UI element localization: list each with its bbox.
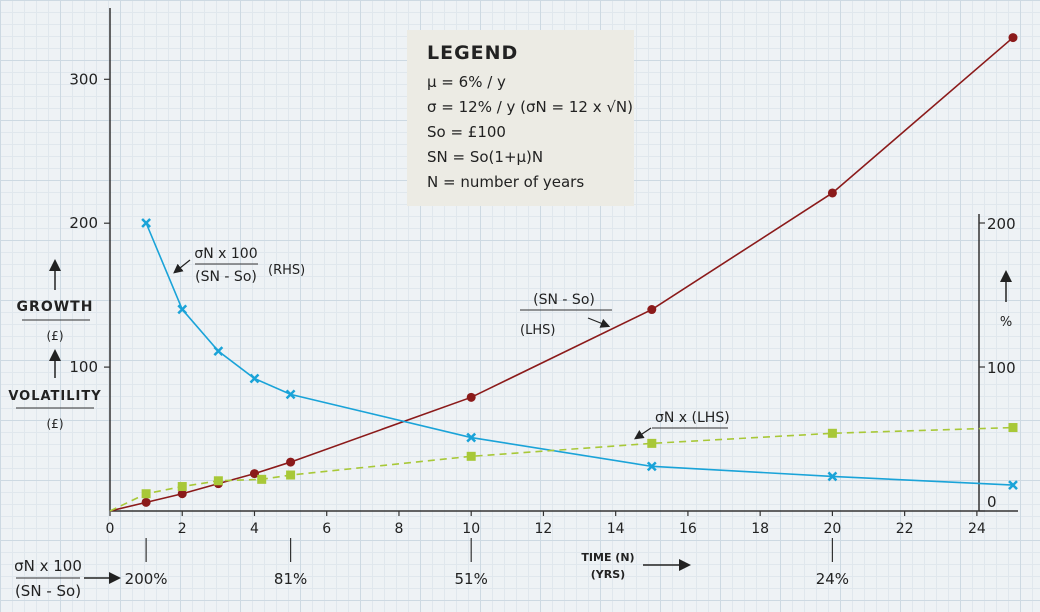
sigma-point [141, 489, 151, 499]
sigma-point [286, 470, 296, 480]
y-left-tick-label: 300 [69, 70, 98, 88]
bottom-label-top: σN x 100 [14, 557, 82, 575]
sigma-point [647, 438, 657, 448]
lhs-annotation-arrow [587, 317, 611, 328]
growth-point [177, 489, 187, 499]
y-left-tick-label: 100 [69, 358, 98, 376]
growth-point [827, 188, 837, 198]
time-axis-sublabel: (YRS) [591, 568, 625, 581]
bottom-row-value: 51% [455, 570, 488, 588]
bottom-row-value: 81% [274, 570, 307, 588]
rhs-annotation-bottom: (SN - So) [195, 269, 257, 285]
series-line-0 [109, 36, 1014, 512]
sigma-annotation-arrow [634, 427, 652, 440]
x-tick-label: 4 [250, 521, 259, 537]
x-tick-label: 12 [535, 521, 553, 537]
sigma-point [213, 476, 223, 486]
x-tick-label: 8 [394, 521, 403, 537]
x-tick-label: 22 [896, 521, 914, 537]
sigma-point [827, 428, 837, 438]
volatility-label: VOLATILITY [8, 389, 101, 404]
series-line-2 [109, 426, 1014, 512]
x-tick-label: 24 [968, 521, 986, 537]
y-left-tick-label: 200 [69, 214, 98, 232]
legend-s0: So = £100 [427, 123, 506, 141]
sigma-point [1008, 423, 1018, 433]
x-tick-label: 20 [823, 521, 841, 537]
y-right-tick-label: 0 [987, 493, 997, 511]
growth-point [141, 497, 151, 507]
volatility-unit: (£) [47, 417, 64, 431]
right-axis-label: % [1000, 315, 1012, 330]
growth-unit: (£) [47, 329, 64, 343]
left-axis-ticks: 100 200 300 [69, 70, 110, 376]
rhs-annotation-tag: (RHS) [268, 263, 305, 278]
growth-point [286, 457, 296, 467]
ratio-point [177, 304, 188, 315]
x-tick-label: 10 [462, 521, 480, 537]
sigma-annotation: σN x (LHS) [655, 410, 730, 426]
legend-title: LEGEND [427, 42, 519, 64]
lhs-annotation-top: (SN - So) [533, 292, 595, 308]
legend-mu: μ = 6% / y [427, 73, 506, 91]
bottom-row-value: 24% [816, 570, 849, 588]
ratio-point [646, 461, 657, 472]
growth-point [466, 392, 476, 402]
ratio-point [1008, 480, 1018, 490]
legend-sn: SN = So(1+μ)N [427, 148, 544, 166]
bottom-row-values: 200% 81% 51% 24% [125, 538, 849, 588]
ratio-point [141, 218, 152, 228]
time-axis-label: TIME (N) [581, 551, 634, 564]
right-axis-ticks: 0 100 200 [979, 215, 1016, 512]
x-tick-label: 6 [322, 521, 331, 537]
sigma-point [466, 451, 476, 461]
bottom-row-value: 200% [125, 570, 168, 588]
x-tick-label: 14 [607, 521, 625, 537]
x-tick-label: 2 [178, 521, 187, 537]
legend-box: LEGEND μ = 6% / y σ = 12% / y (σN = 12 x… [407, 30, 634, 206]
rhs-annotation-arrow [173, 259, 191, 274]
y-right-tick-label: 100 [987, 359, 1016, 377]
growth-point [249, 469, 259, 479]
growth-point [647, 305, 657, 315]
legend-sigma: σ = 12% / y (σN = 12 x √N) [427, 98, 634, 116]
x-axis-ticks: 0 2 4 6 8 10 12 14 16 18 20 22 24 [106, 511, 986, 537]
x-tick-label: 18 [751, 521, 769, 537]
growth-label: GROWTH [17, 299, 94, 315]
lhs-annotation-tag: (LHS) [520, 323, 555, 338]
ratio-point [827, 471, 838, 482]
y-right-tick-label: 200 [987, 215, 1016, 233]
ratio-point [249, 373, 260, 384]
legend-n: N = number of years [427, 173, 585, 191]
sigma-point [177, 482, 187, 492]
growth-point [1008, 33, 1018, 43]
sigma-point [257, 474, 267, 484]
series-layer [109, 33, 1018, 512]
x-tick-label: 0 [106, 521, 115, 537]
rhs-annotation-top: σN x 100 [194, 246, 257, 262]
x-tick-label: 16 [679, 521, 697, 537]
ratio-point [285, 389, 296, 400]
ratio-point [213, 346, 224, 357]
ratio-point [466, 432, 477, 443]
bottom-label-bottom: (SN - So) [15, 582, 81, 600]
